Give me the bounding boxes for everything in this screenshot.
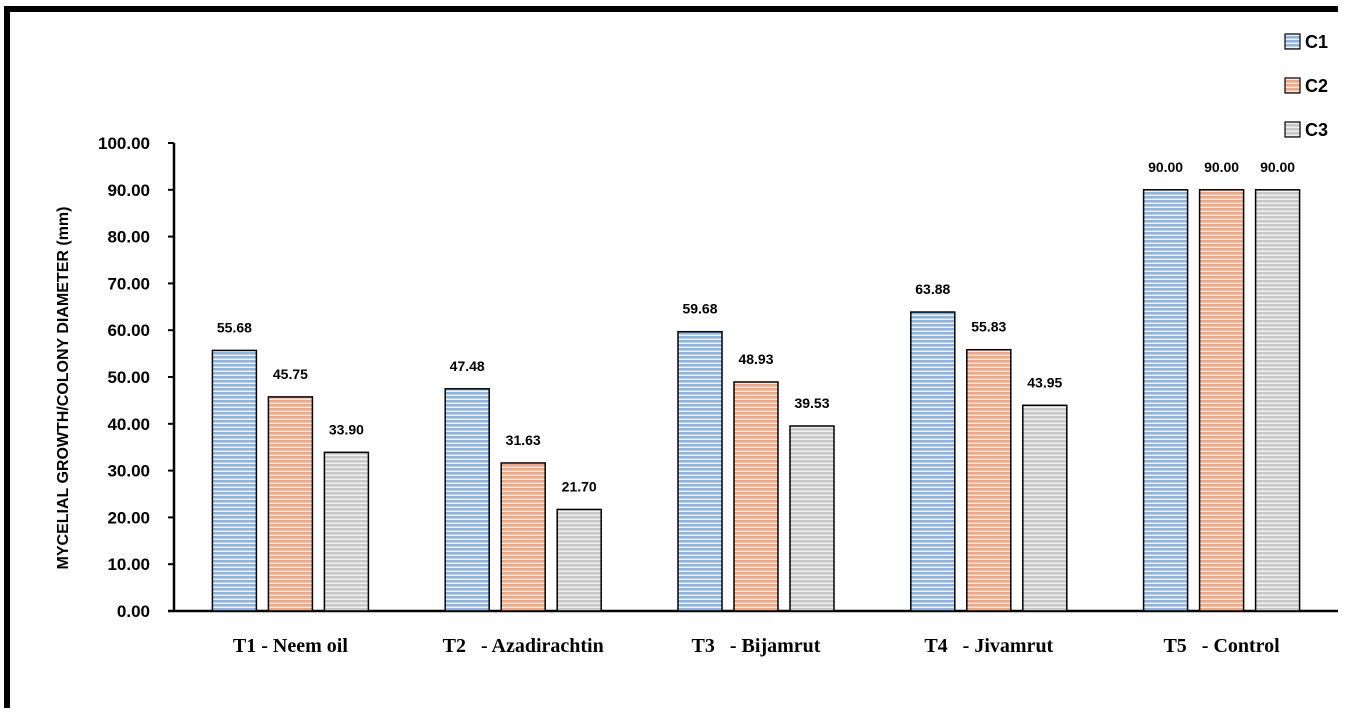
- bar-c3-2: [556, 508, 602, 612]
- data-label: 47.48: [450, 358, 485, 374]
- y-tick-label: 20.00: [107, 508, 150, 527]
- bar-c1-3: [677, 330, 723, 612]
- bar-c1-2: [444, 388, 490, 612]
- bar-c2-2: [500, 462, 546, 612]
- bar-c2-4: [966, 348, 1012, 612]
- y-tick-label: 80.00: [107, 228, 150, 247]
- y-tick-labels: 0.00 10.00 20.00 30.00 40.00 50.00 60.00 70.00 8…: [98, 134, 150, 621]
- bar-c3-5: [1254, 189, 1301, 612]
- data-label: 90.00: [1148, 159, 1183, 175]
- bar-c3-1: [323, 451, 370, 612]
- bar-c3-3: [789, 425, 835, 612]
- chart-frame: [4, 6, 1338, 708]
- category-labels: T1 - Neem oil T2 - Azadirachtin T3 - Bijam…: [233, 635, 1280, 657]
- data-labels: 55.68 45.75 33.90 47.48 31.63 21.70 59.68 48.93…: [217, 159, 1295, 495]
- bar-c1-4: [910, 311, 956, 612]
- category-label: T2 - Azadirachtin: [443, 635, 604, 657]
- y-tick-label: 90.00: [107, 181, 150, 200]
- legend: C1 C2 C3: [1284, 32, 1328, 140]
- y-tick-label: 50.00: [107, 368, 150, 387]
- data-label: 45.75: [273, 366, 308, 382]
- legend-swatch-c3: [1284, 121, 1301, 138]
- y-tick-label: 0.00: [117, 602, 150, 621]
- category-label: T3 - Bijamrut: [692, 635, 821, 657]
- legend-label-c1: C1: [1305, 32, 1328, 52]
- data-label: 39.53: [794, 395, 829, 411]
- y-tick-label: 60.00: [107, 321, 150, 340]
- y-axis-label: MYCELIAL GROWTH/COLONY DIAMETER (mm): [55, 207, 72, 570]
- bar-c2-3: [733, 381, 779, 612]
- bars: [211, 189, 1301, 612]
- data-label: 48.93: [738, 351, 773, 367]
- data-label: 90.00: [1204, 159, 1239, 175]
- data-label: 55.83: [971, 319, 1006, 335]
- legend-label-c2: C2: [1305, 76, 1328, 96]
- data-label: 63.88: [915, 281, 950, 297]
- bar-c3-4: [1022, 404, 1068, 612]
- category-label: T5 - Control: [1163, 635, 1280, 657]
- y-tick-label: 10.00: [107, 555, 150, 574]
- bar-c2-1: [267, 396, 314, 612]
- y-tick-label: 70.00: [107, 274, 150, 293]
- category-label: T4 - Jivamrut: [924, 635, 1053, 657]
- data-label: 59.68: [682, 301, 717, 317]
- y-tick-label: 100.00: [98, 134, 150, 153]
- legend-label-c3: C3: [1305, 120, 1328, 140]
- legend-swatch-c1: [1284, 33, 1301, 50]
- data-label: 31.63: [506, 432, 541, 448]
- data-label: 33.90: [329, 421, 364, 437]
- legend-swatch-c2: [1284, 77, 1301, 94]
- data-label: 90.00: [1260, 159, 1295, 175]
- y-tick-label: 40.00: [107, 415, 150, 434]
- data-label: 55.68: [217, 319, 252, 335]
- data-label: 43.95: [1027, 374, 1062, 390]
- bar-c1-5: [1142, 189, 1189, 612]
- bar-c2-5: [1198, 189, 1245, 612]
- bar-c1-1: [211, 349, 258, 612]
- category-label: T1 - Neem oil: [233, 635, 348, 657]
- y-tick-label: 30.00: [107, 462, 150, 481]
- data-label: 21.70: [562, 478, 597, 494]
